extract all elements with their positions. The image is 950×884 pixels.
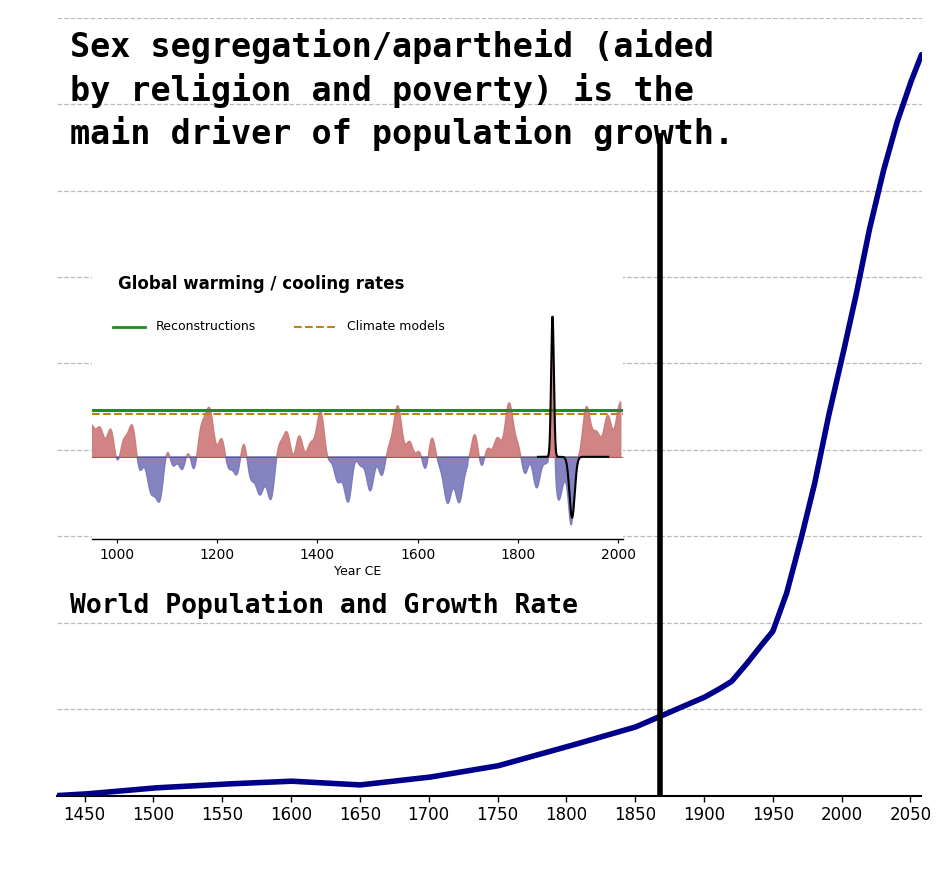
Text: Sex segregation/apartheid (aided
by religion and poverty) is the
main driver of : Sex segregation/apartheid (aided by reli… [70,29,734,151]
Text: World Population and Growth Rate: World Population and Growth Rate [70,591,578,619]
